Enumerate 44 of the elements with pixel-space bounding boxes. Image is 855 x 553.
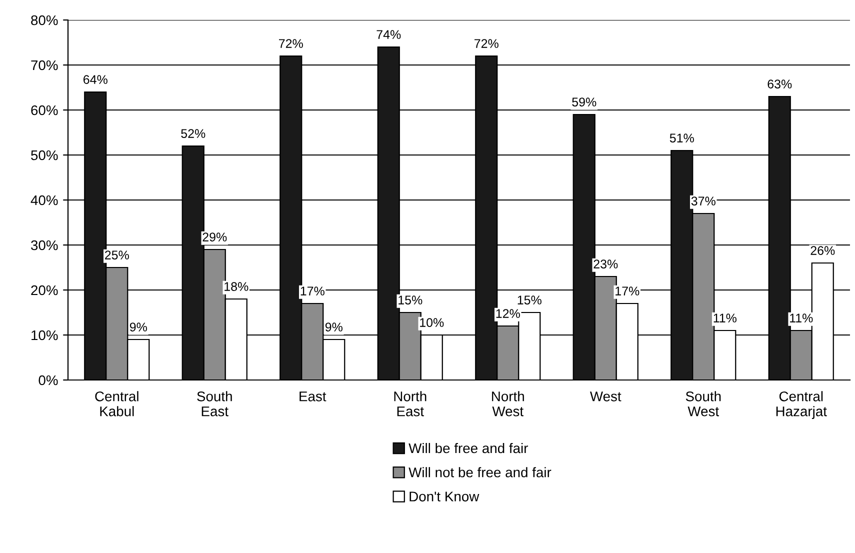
data-label: 37% — [691, 196, 716, 206]
data-label: 11% — [714, 314, 736, 322]
legend-label: Will not be free and fair — [408, 467, 552, 478]
y-tick-label: 80% — [31, 15, 58, 26]
y-tick-label: 40% — [30, 195, 58, 206]
x-tick-label: North West — [492, 391, 524, 416]
x-tick-label: East — [300, 392, 326, 402]
data-label: 63% — [768, 80, 792, 88]
data-label: 15% — [518, 296, 542, 304]
data-label: 12% — [496, 309, 520, 318]
data-label: 51% — [670, 134, 694, 142]
data-label: 10% — [420, 318, 444, 327]
data-label: 17% — [300, 286, 324, 296]
data-label: 15% — [398, 296, 422, 304]
x-tick-label: South West — [686, 391, 721, 416]
data-label: 11% — [790, 314, 813, 322]
data-label: 59% — [572, 98, 596, 106]
x-tick-label: Central Kabul — [95, 391, 138, 416]
data-label: 52% — [181, 129, 206, 138]
legend-label: Will be free and fair — [408, 442, 528, 454]
data-label: 25% — [104, 250, 129, 260]
y-tick-label: 20% — [31, 285, 58, 296]
data-label: 9% — [130, 322, 147, 332]
data-label: 26% — [810, 246, 835, 255]
data-label: 17% — [616, 286, 640, 296]
y-tick-label: 70% — [31, 60, 58, 70]
data-label: 9% — [325, 322, 342, 332]
x-tick-label: Central Hazarjat — [776, 391, 827, 420]
data-label: 72% — [474, 39, 498, 48]
legend-label: Don't Know — [410, 492, 480, 502]
data-label: 29% — [202, 232, 227, 242]
data-label: 23% — [594, 260, 618, 268]
data-label: 64% — [83, 75, 108, 84]
y-tick-label: 30% — [31, 240, 58, 250]
data-label: 18% — [224, 282, 248, 291]
y-tick-label: 60% — [31, 105, 58, 116]
x-tick-label: West — [590, 392, 622, 402]
y-tick-label: 10% — [32, 330, 58, 340]
y-tick-label: 0% — [38, 375, 58, 386]
data-label: 72% — [279, 39, 303, 48]
data-label: 74% — [376, 30, 401, 39]
x-tick-label: South East — [197, 391, 232, 416]
y-tick-label: 50% — [31, 150, 58, 160]
x-tick-label: North East — [394, 391, 426, 416]
